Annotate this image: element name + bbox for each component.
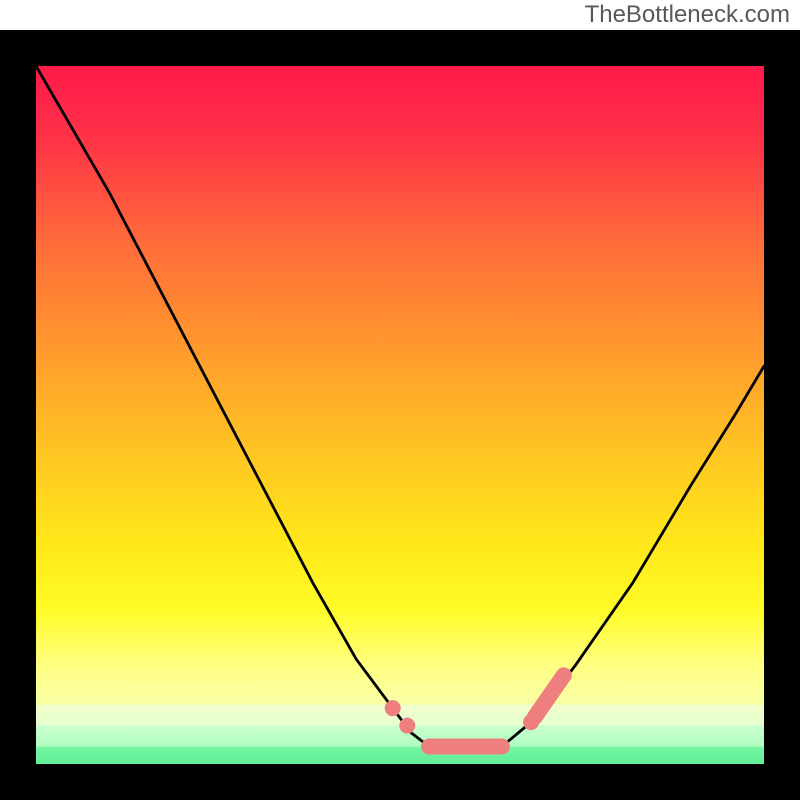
curve-marker-dot	[385, 700, 401, 716]
chart-svg: TheBottleneck.com	[0, 0, 800, 800]
curve-marker-dot	[523, 714, 539, 730]
chart-root: TheBottleneck.com	[0, 0, 800, 800]
curve-marker-dot	[399, 718, 415, 734]
gradient-bands	[36, 663, 764, 764]
watermark-text: TheBottleneck.com	[585, 1, 790, 28]
gradient-background	[36, 66, 764, 764]
